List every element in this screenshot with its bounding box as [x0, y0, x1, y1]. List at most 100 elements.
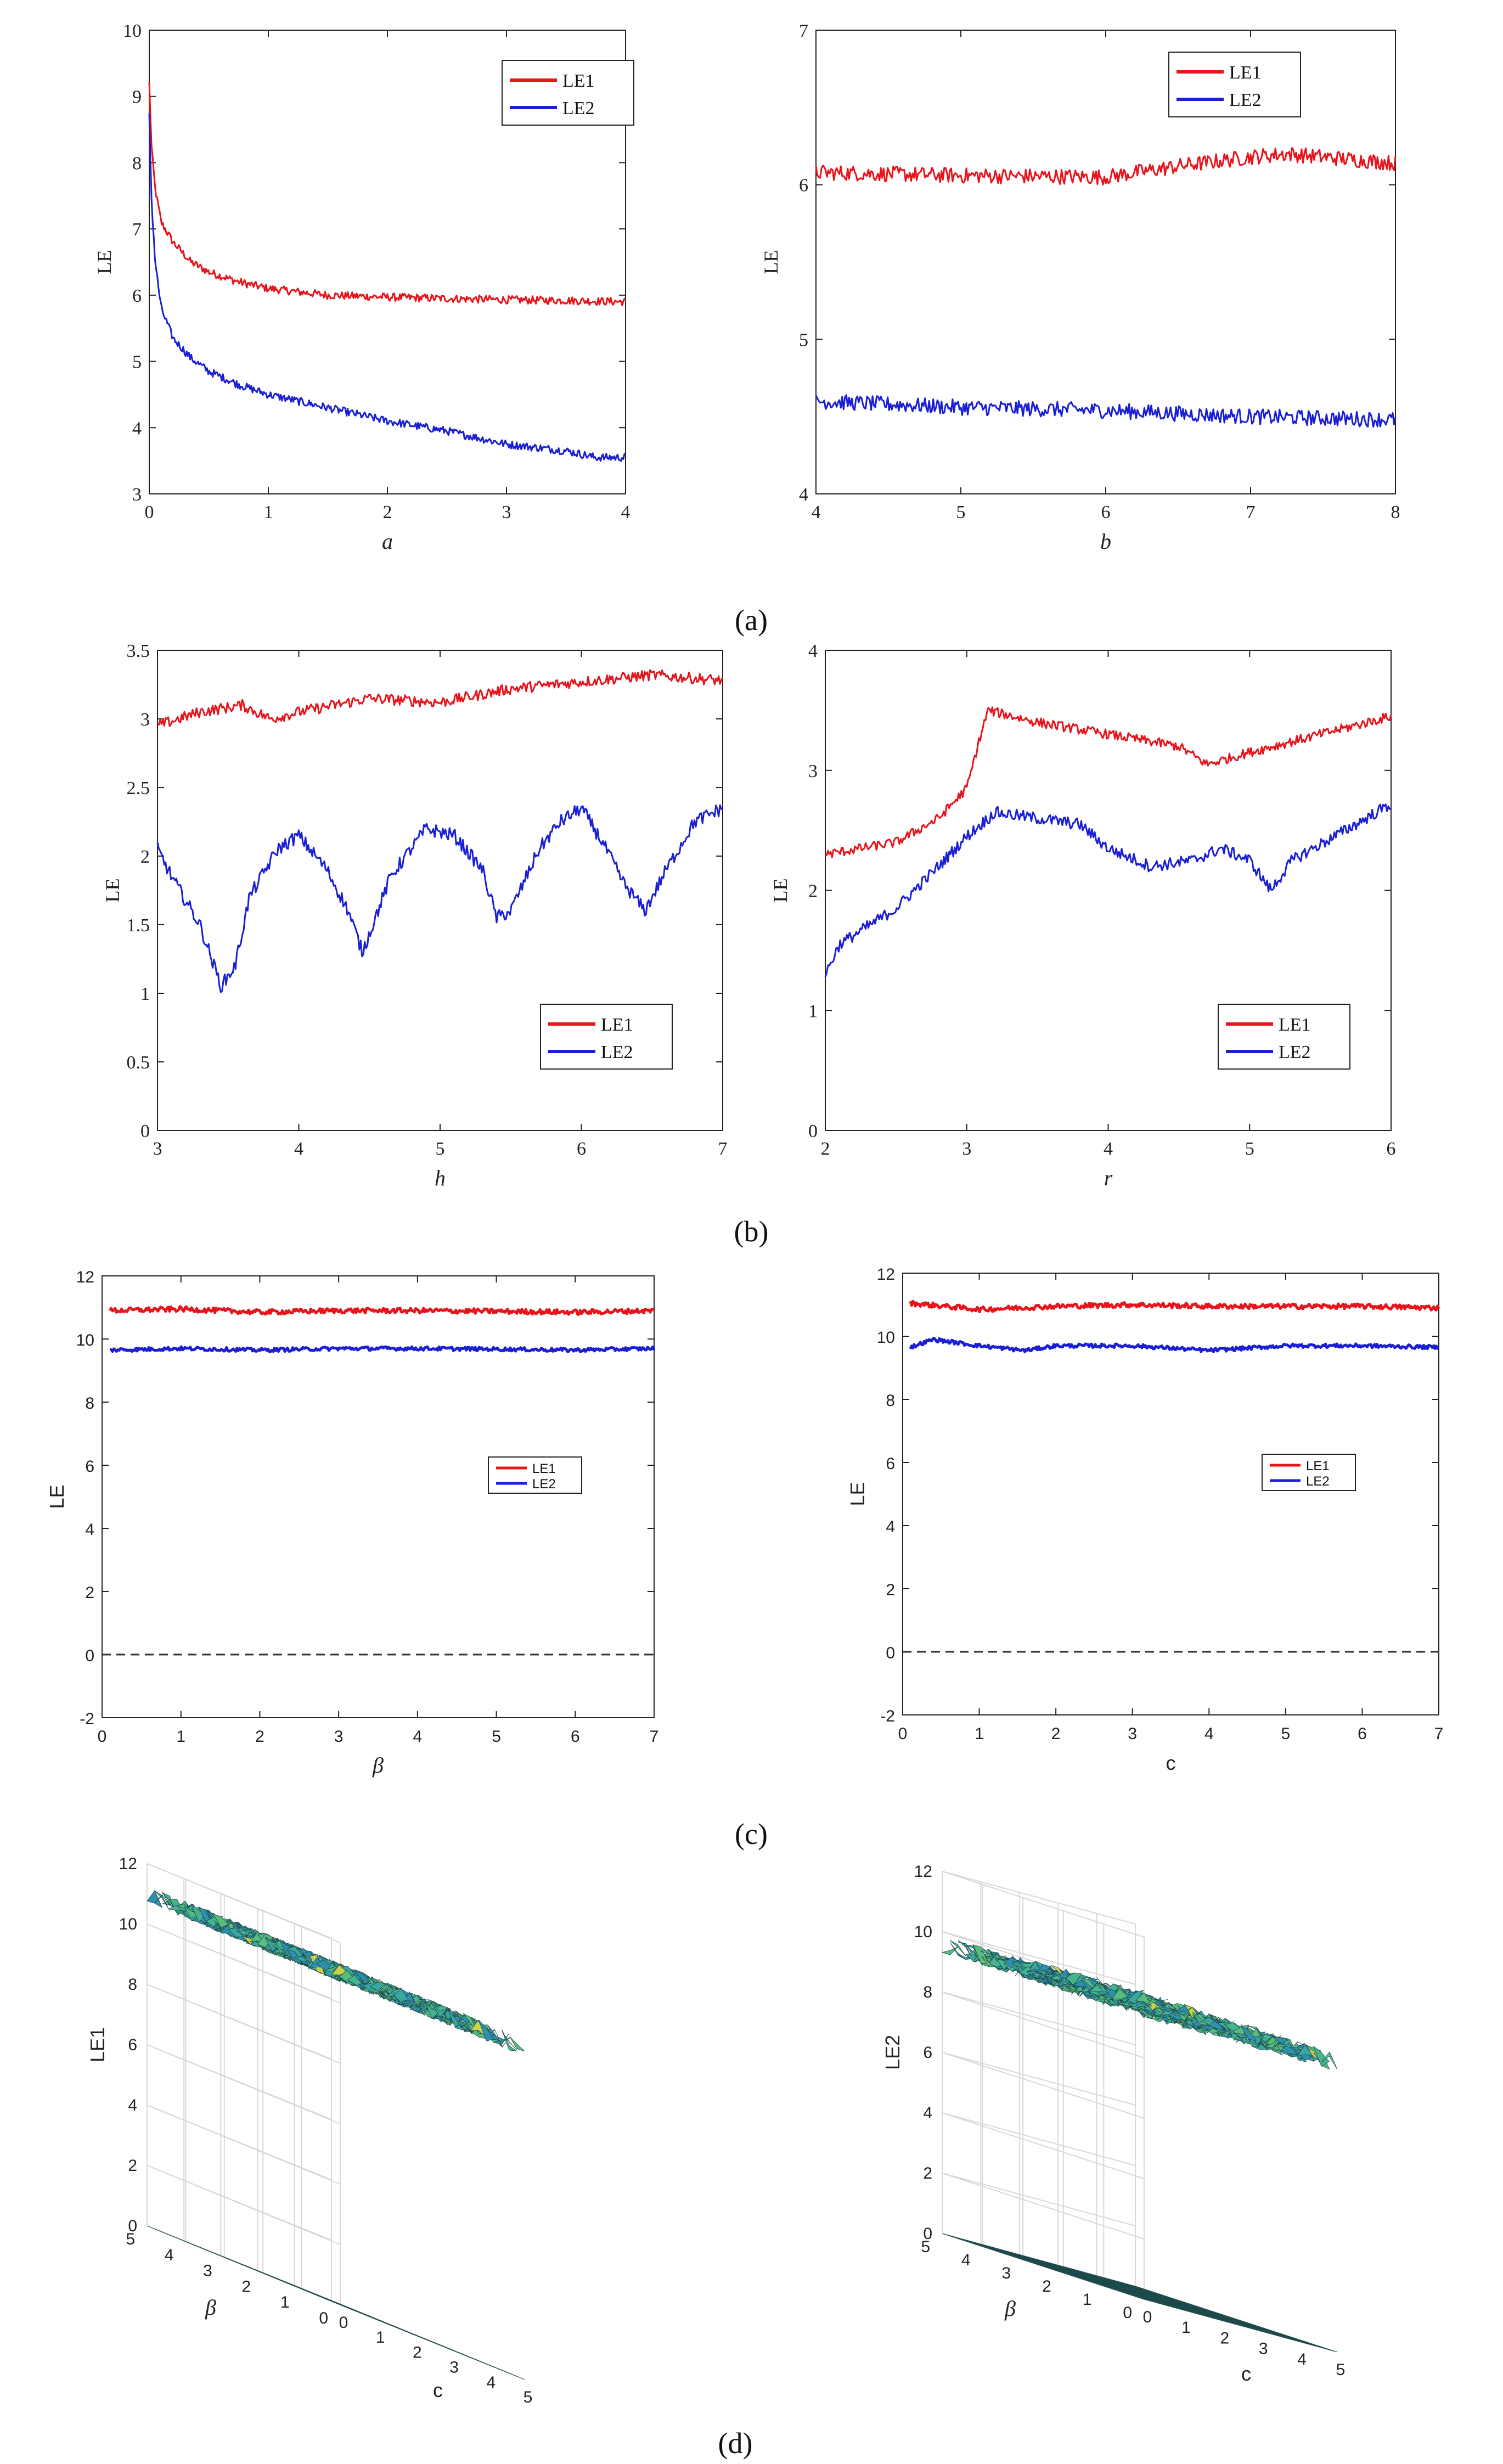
surface-cell — [1065, 1972, 1082, 1985]
grid-line — [147, 2165, 341, 2245]
x-tick-label: 4 — [294, 1139, 303, 1159]
x-tick-label: 7 — [1246, 502, 1256, 522]
x-tick-label: 5 — [436, 1139, 445, 1159]
y-tick-label: 7 — [799, 21, 808, 41]
surface-cell — [456, 2012, 472, 2033]
panel-label-a: (a) — [735, 604, 768, 637]
surface-cell — [1321, 2347, 1338, 2353]
y-tick-label: 8 — [886, 1392, 895, 1410]
z-tick-label: 8 — [923, 1983, 932, 2001]
grid-line — [942, 2112, 1145, 2179]
x-tick-label: 3 — [153, 1139, 162, 1159]
y-tick-label: 3 — [140, 710, 150, 730]
y-axis-label: LE — [846, 1482, 869, 1506]
c-tick-label: 2 — [413, 2343, 422, 2361]
beta-tick-label: 2 — [1042, 2277, 1051, 2296]
surface-cell — [1297, 2044, 1314, 2057]
x-axis-label: β — [372, 1753, 384, 1777]
x-tick-label: 7 — [650, 1728, 659, 1746]
y-tick-label: 4 — [886, 1518, 895, 1536]
x-tick-label: 1 — [264, 502, 273, 522]
surface-cell — [509, 2036, 525, 2052]
x-tick-label: 6 — [1387, 1139, 1396, 1159]
x-tick-label: 4 — [1104, 1139, 1113, 1159]
x-tick-label: 4 — [621, 502, 631, 522]
z-tick-label: 10 — [119, 1915, 137, 1933]
x-tick-label: 5 — [956, 502, 966, 522]
surface-cell — [272, 1937, 288, 1955]
value-surface — [147, 1890, 525, 2052]
surface-cell — [950, 1942, 966, 1960]
x-tick-label: 5 — [1281, 1725, 1291, 1743]
x-tick-label: 8 — [1391, 502, 1400, 522]
y-tick-label: 8 — [85, 1394, 94, 1413]
y-tick-label: 8 — [132, 153, 142, 173]
surface-cell — [1240, 2025, 1257, 2041]
x-tick-label: 6 — [1101, 502, 1111, 522]
legend-box — [1218, 1004, 1350, 1070]
grid-line — [942, 2052, 1145, 2119]
x-tick-label: 1 — [975, 1725, 984, 1743]
surface-cell — [409, 2001, 425, 2007]
x-tick-label: 4 — [413, 1728, 423, 1746]
x-tick-label: 3 — [502, 502, 511, 522]
y-tick-label: 0 — [85, 1647, 94, 1665]
y-tick-label: 10 — [877, 1329, 895, 1347]
x-tick-label: 6 — [571, 1728, 580, 1746]
surface-cell — [295, 1951, 311, 1966]
beta-tick-label: 3 — [1002, 2264, 1011, 2282]
surface-cell — [1027, 1968, 1043, 1975]
surface-cell — [493, 2028, 510, 2045]
y-tick-label: 12 — [877, 1265, 895, 1284]
beta-tick-label: 2 — [242, 2277, 251, 2296]
y-tick-label: 3 — [132, 485, 142, 505]
z-tick-label: 12 — [119, 1855, 137, 1873]
grid-line — [942, 1931, 1136, 1985]
panel-label-d: (d) — [718, 2427, 753, 2460]
surface-cell — [409, 1992, 425, 2007]
c-tick-label: 0 — [1143, 2308, 1152, 2326]
floor-surface — [147, 2225, 525, 2380]
floor-surface — [942, 2233, 1338, 2353]
series-line-le2 — [909, 1337, 1440, 1353]
panel-label-b: (b) — [734, 1215, 769, 1248]
surface-cell — [1313, 2045, 1330, 2067]
surface-cell — [965, 1954, 982, 1962]
value-surface — [941, 1940, 1338, 2070]
x-tick-label: 6 — [1358, 1725, 1367, 1743]
surface-cell — [1272, 2037, 1290, 2044]
legend-label-le2: LE2 — [1306, 1474, 1330, 1489]
y-tick-label: 5 — [799, 330, 808, 350]
surface-cell — [347, 1974, 363, 1985]
z-tick-label: 12 — [914, 1863, 932, 1881]
surface-cell — [432, 2004, 448, 2018]
y-tick-label: 2 — [85, 1584, 94, 1602]
grid-line — [147, 2105, 341, 2185]
y-tick-label: 0 — [808, 1121, 818, 1141]
plot-frame — [902, 1273, 1439, 1715]
z-tick-label: 4 — [128, 2096, 137, 2114]
surface-cell — [235, 1929, 251, 1932]
grid-line — [942, 1992, 1145, 2058]
z-tick-label: 6 — [923, 2044, 932, 2062]
y-tick-label: 6 — [799, 176, 808, 196]
series-line-le1 — [109, 1305, 655, 1316]
surface-cell — [1208, 2019, 1225, 2031]
z-tick-label: 4 — [923, 2104, 932, 2122]
plot-frame — [102, 1275, 655, 1718]
surface-cell — [1043, 1975, 1059, 1983]
surface-cell — [509, 2373, 525, 2380]
x-tick-label: 0 — [898, 1725, 908, 1743]
surface-cell — [1112, 1987, 1129, 2000]
grid-line — [942, 2173, 1136, 2226]
surface-cell — [1289, 2043, 1305, 2051]
y-tick-label: 6 — [85, 1458, 94, 1476]
